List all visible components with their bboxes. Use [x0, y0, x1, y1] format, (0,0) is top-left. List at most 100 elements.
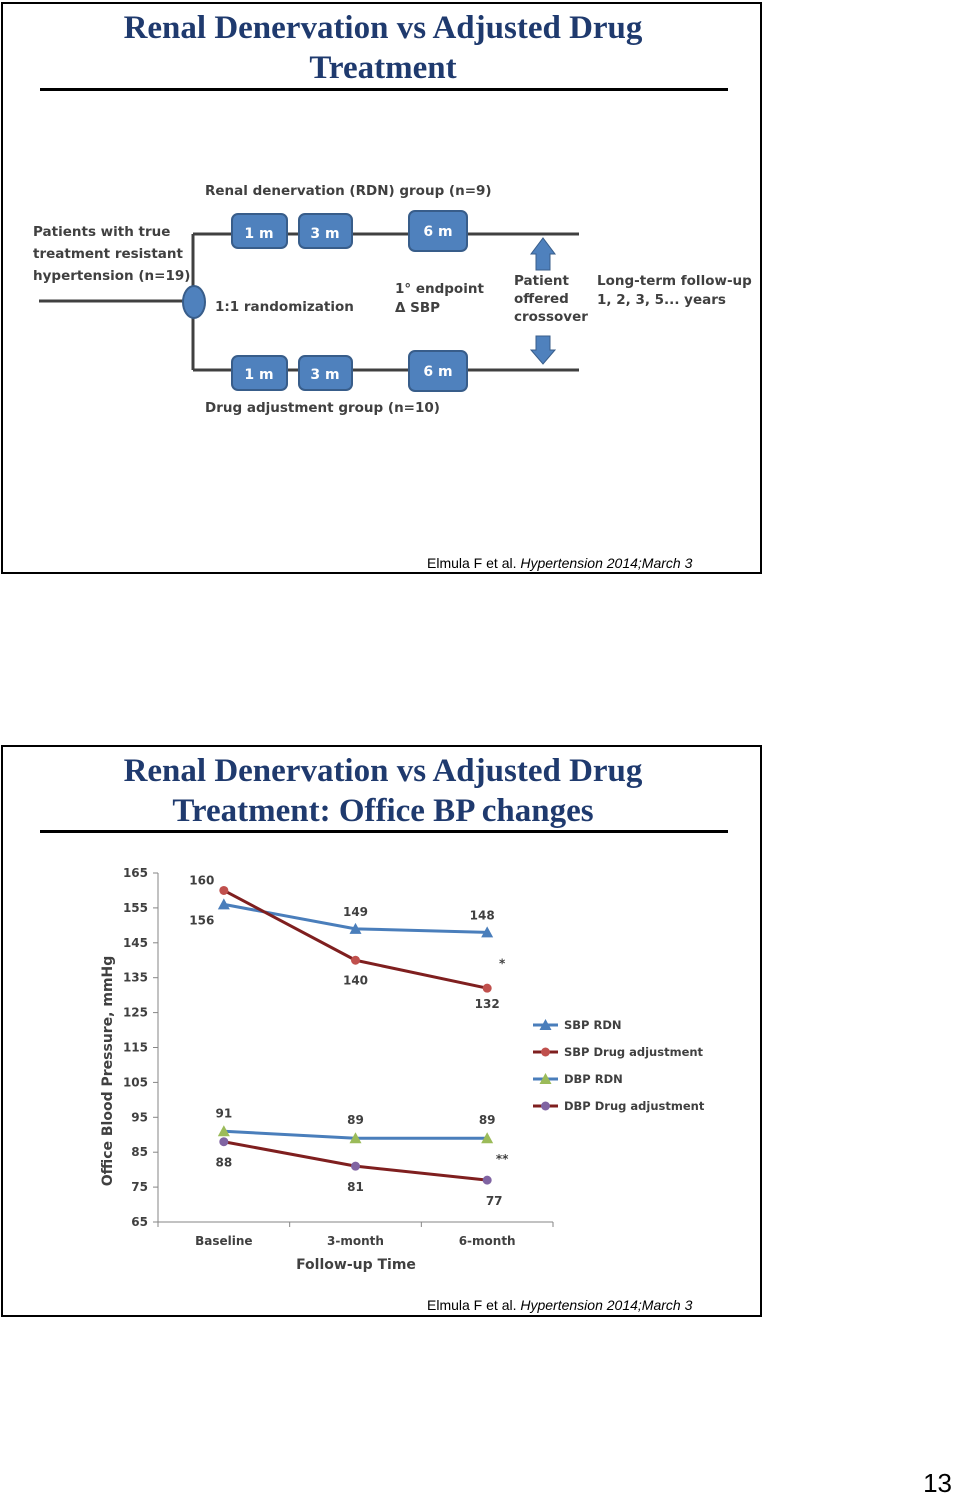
- drug-box-1m: [231, 355, 288, 391]
- rdn-box-1m-label: 1 m: [244, 226, 273, 242]
- page-number: 13: [923, 1468, 952, 1498]
- data-label: 91: [215, 1106, 232, 1120]
- legend-label: SBP Drug adjustment: [564, 1045, 704, 1059]
- data-label: 148: [470, 908, 495, 922]
- y-tick-label: 85: [131, 1145, 148, 1159]
- rdn-group-label: Renal denervation (RDN) group (n=9): [205, 183, 492, 199]
- rdn-box-6m: [408, 210, 468, 252]
- y-tick-label: 125: [123, 1006, 148, 1020]
- drug-box-6m: [408, 350, 468, 392]
- y-tick-label: 155: [123, 901, 148, 915]
- citation-authors: Elmula F et al.: [427, 1297, 521, 1313]
- crossover-down-arrow: [529, 335, 557, 365]
- y-tick-label: 105: [123, 1075, 148, 1089]
- legend-label: SBP RDN: [564, 1018, 622, 1032]
- citation: Elmula F et al. Hypertension 2014;March …: [427, 1297, 692, 1313]
- citation-journal: Hypertension 2014;March 3: [520, 555, 693, 571]
- title-line-2: Treatment: Office BP changes: [172, 793, 594, 829]
- crossover-label-line-1: Patient: [514, 273, 569, 289]
- randomization-label: 1:1 randomization: [215, 299, 354, 315]
- legend-label: DBP Drug adjustment: [564, 1099, 705, 1113]
- y-axis-title: Office Blood Pressure, mmHg: [100, 956, 116, 1187]
- drug-box-1m-label: 1 m: [244, 367, 273, 383]
- legend-marker: [541, 1047, 550, 1057]
- y-tick-label: 165: [123, 866, 148, 880]
- patients-label-line-3: hypertension (n=19): [33, 268, 190, 284]
- study-design-diagram: 1 m 3 m 6 m 1 m 3 m 6 m Renal denervatio…: [33, 183, 752, 416]
- legend-label: DBP RDN: [564, 1072, 623, 1086]
- y-tick-label: 115: [123, 1041, 148, 1055]
- significance-marker: *: [499, 957, 506, 971]
- chart-legend: SBP RDN SBP Drug adjustment DBP RDN DBP Dru…: [533, 1018, 705, 1113]
- title-line-2: Treatment: [309, 50, 457, 86]
- randomization-node: [182, 285, 206, 319]
- title-rule: [40, 88, 728, 91]
- data-point: [219, 885, 229, 895]
- citation: Elmula F et al. Hypertension 2014;March …: [427, 555, 692, 571]
- significance-marker: **: [496, 1152, 509, 1166]
- data-point: [481, 926, 494, 938]
- data-point: [351, 955, 360, 965]
- y-tick-label: 135: [123, 971, 148, 985]
- data-point: [217, 898, 230, 910]
- data-point: [217, 1125, 230, 1137]
- followup-label-line-1: Long-term follow-up: [597, 273, 752, 289]
- slide-title: Renal Denervation vs Adjusted Drug Treat…: [3, 8, 763, 88]
- data-point: [219, 1137, 229, 1147]
- x-axis-title: Follow-up Time: [296, 1257, 416, 1273]
- rdn-box-6m-label: 6 m: [423, 224, 452, 240]
- data-label: 160: [189, 873, 214, 887]
- rdn-box-3m-label: 3 m: [310, 226, 339, 242]
- legend-marker: [541, 1101, 550, 1111]
- legend-marker: [539, 1073, 552, 1084]
- endpoint-label-line-2: Δ SBP: [395, 300, 440, 316]
- data-label: 77: [486, 1194, 503, 1208]
- drug-box-6m-label: 6 m: [423, 364, 452, 380]
- data-label: 149: [343, 905, 368, 919]
- drug-box-3m: [298, 355, 353, 391]
- citation-authors: Elmula F et al.: [427, 555, 521, 571]
- data-point: [349, 1132, 362, 1144]
- crossover-label-line-2: offered: [514, 291, 569, 307]
- data-point: [482, 1175, 492, 1185]
- data-label: 89: [347, 1113, 364, 1127]
- data-point: [482, 983, 492, 993]
- data-point: [351, 1161, 360, 1171]
- x-tick-label: Baseline: [195, 1234, 252, 1248]
- data-label: 89: [479, 1113, 496, 1127]
- patients-label-line-2: treatment resistant: [33, 246, 184, 262]
- chart-points: [217, 885, 494, 1185]
- data-label: 88: [215, 1156, 232, 1170]
- chart-axes: 65 75 85 95 105 115 125 135 145 155 165 Baseline 3-m…: [123, 866, 554, 1248]
- y-tick-label: 95: [131, 1110, 148, 1124]
- data-label: 140: [343, 973, 368, 987]
- bp-line-chart: 65 75 85 95 105 115 125 135 145 155 165 Baseline 3-m…: [100, 866, 705, 1273]
- crossover-up-arrow: [530, 237, 556, 271]
- drug-group-label: Drug adjustment group (n=10): [205, 400, 440, 416]
- title-rule: [40, 830, 728, 833]
- data-label: 156: [189, 913, 214, 927]
- x-tick-label: 3-month: [327, 1234, 384, 1248]
- drug-box-3m-label: 3 m: [310, 367, 339, 383]
- x-tick-label: 6-month: [459, 1234, 516, 1248]
- rdn-box-3m: [298, 213, 353, 249]
- title-line-1: Renal Denervation vs Adjusted Drug: [123, 10, 643, 46]
- title-line-1: Renal Denervation vs Adjusted Drug: [123, 753, 643, 789]
- rdn-box-1m: [231, 213, 288, 249]
- data-point: [481, 1132, 494, 1144]
- citation-journal: Hypertension 2014;March 3: [520, 1297, 693, 1313]
- slide-study-design: Renal Denervation vs Adjusted Drug Treat…: [1, 2, 762, 574]
- series-line-dbp-drug-adjustment: [223, 1140, 488, 1182]
- slide-bp-changes: Renal Denervation vs Adjusted Drug Treat…: [1, 745, 762, 1317]
- data-label: 81: [347, 1180, 364, 1194]
- patients-label-line-1: Patients with true: [33, 224, 170, 240]
- y-tick-label: 145: [123, 936, 148, 950]
- crossover-label-line-3: crossover: [514, 309, 588, 325]
- y-tick-label: 75: [131, 1180, 148, 1194]
- data-label: 132: [475, 997, 500, 1011]
- legend-marker: [539, 1019, 552, 1030]
- followup-label-line-2: 1, 2, 3, 5... years: [597, 292, 726, 308]
- y-tick-label: 65: [131, 1215, 148, 1229]
- data-point: [349, 922, 362, 934]
